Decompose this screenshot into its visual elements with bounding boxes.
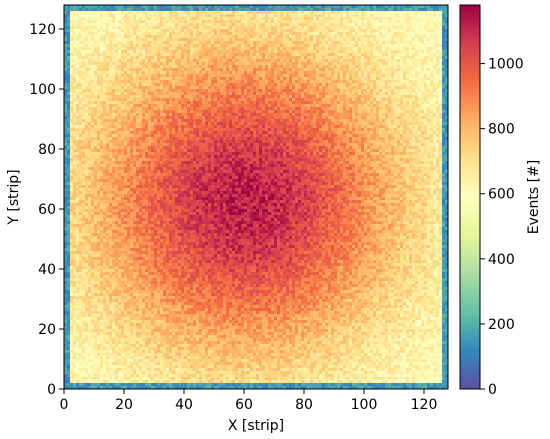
y-tick-label: 20 (38, 322, 56, 338)
colorbar-frame (459, 4, 481, 390)
x-tick-label: 100 (351, 397, 378, 413)
y-tick-label: 40 (38, 262, 56, 278)
plot-area (63, 4, 449, 390)
y-axis-label: Y [strip] (6, 169, 22, 225)
x-tick-label: 60 (235, 397, 253, 413)
x-tick-label: 80 (295, 397, 313, 413)
x-axis-label: X [strip] (228, 418, 284, 434)
colorbar-tick-label: 400 (488, 252, 515, 268)
colorbar-tick-label: 1000 (488, 57, 524, 73)
y-axis-ticks: 0 20 40 60 80 100 120 (29, 22, 64, 398)
x-axis-ticks: 0 20 40 60 80 100 120 (60, 389, 438, 413)
y-tick-label: 100 (29, 82, 56, 98)
heatmap-cells-image (64, 5, 448, 389)
colorbar-label: Events [#] (526, 160, 542, 235)
colorbar-tick-label: 800 (488, 122, 515, 138)
x-tick-label: 0 (60, 397, 69, 413)
plot-frame (63, 4, 449, 390)
colorbar-gradient (460, 5, 480, 389)
x-tick-label: 120 (411, 397, 438, 413)
colorbar-tick-label: 0 (488, 382, 497, 398)
colorbar-tick-label: 200 (488, 317, 515, 333)
colorbar: 0 200 400 600 800 1000 Events [#] (459, 4, 542, 398)
heatmap-cells (64, 5, 448, 389)
y-tick-label: 0 (47, 382, 56, 398)
y-tick-label: 80 (38, 142, 56, 158)
x-tick-label: 40 (175, 397, 193, 413)
y-tick-label: 60 (38, 202, 56, 218)
colorbar-ticks: 0 200 400 600 800 1000 (480, 57, 524, 398)
colorbar-tick-label: 600 (488, 187, 515, 203)
x-tick-label: 20 (115, 397, 133, 413)
y-tick-label: 120 (29, 22, 56, 38)
